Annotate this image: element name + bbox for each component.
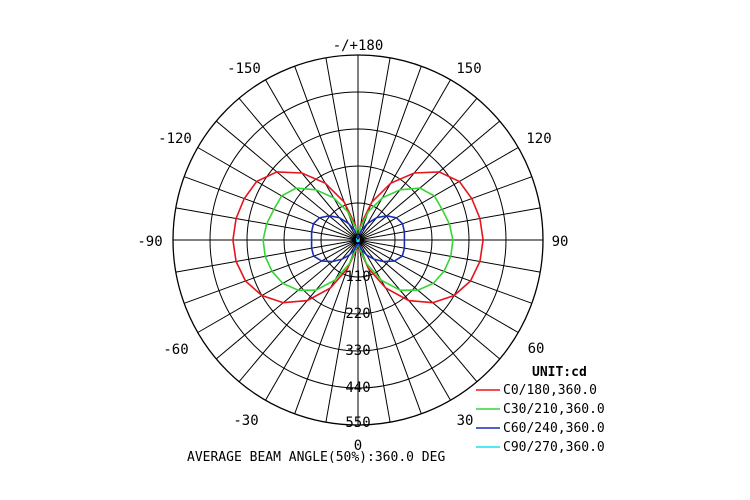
grid-spoke [357,176,532,241]
angle-label: -30 [233,413,258,429]
grid-spoke [357,147,519,241]
grid-spoke [357,239,519,333]
grid-spoke [357,239,391,423]
grid-spoke [357,57,391,241]
unit-label: UNIT:cd [532,365,587,380]
grid-spoke [215,239,359,360]
legend-label: C60/240,360.0 [503,421,605,436]
ring-label: 220 [345,306,370,322]
grid-spoke [325,57,359,241]
grid-spoke [238,97,359,241]
grid-spoke [357,239,501,360]
grid-spoke [357,239,451,401]
grid-spoke [265,79,359,241]
angle-label: 150 [456,61,481,77]
angle-label: 60 [528,341,545,357]
angle-label: 120 [526,131,551,147]
angle-label: -/+180 [333,38,384,54]
angle-label: -120 [158,131,192,147]
angle-label: -90 [137,234,162,250]
ring-label: 330 [345,343,370,359]
angle-label: -60 [163,342,188,358]
grid-spoke [215,120,359,241]
legend-label: C0/180,360.0 [503,383,597,398]
ring-label: 550 [345,415,370,431]
grid-spoke [357,239,541,273]
beam-angle-footer: AVERAGE BEAM ANGLE(50%):360.0 DEG [187,450,445,465]
grid-spoke [197,239,359,333]
legend-label: C90/270,360.0 [503,440,605,455]
series-curve-4 [354,237,362,243]
grid-spoke [197,147,359,241]
ring-label: 0 [354,232,362,248]
ring-label: 440 [345,380,370,396]
grid-spoke [175,239,359,273]
grid-spoke [184,176,359,241]
grid-spoke [184,239,359,304]
angle-label: -150 [227,61,261,77]
angle-label: 0 [354,438,362,454]
legend-label: C30/210,360.0 [503,402,605,417]
ring-labels: 0 110 220 330 440 550 [345,232,370,431]
intensity-curves [232,171,484,304]
grid-spoke [325,239,359,423]
grid-spoke [238,239,359,383]
legend: C0/180,360.0 C30/210,360.0 C60/240,360.0 C9… [476,383,605,455]
angle-label: 90 [552,234,569,250]
grid-spoke [357,79,451,241]
grid-spoke [357,239,532,304]
grid-spoke [265,239,359,401]
ring-label: 110 [345,269,370,285]
grid-spoke [357,120,501,241]
grid-spoke [357,239,478,383]
angle-labels: -/+180 150 120 90 60 30 0 -30 -60 -90 -120 -150 [137,38,568,454]
grid-spoke [357,97,478,241]
angle-label: 30 [457,413,474,429]
